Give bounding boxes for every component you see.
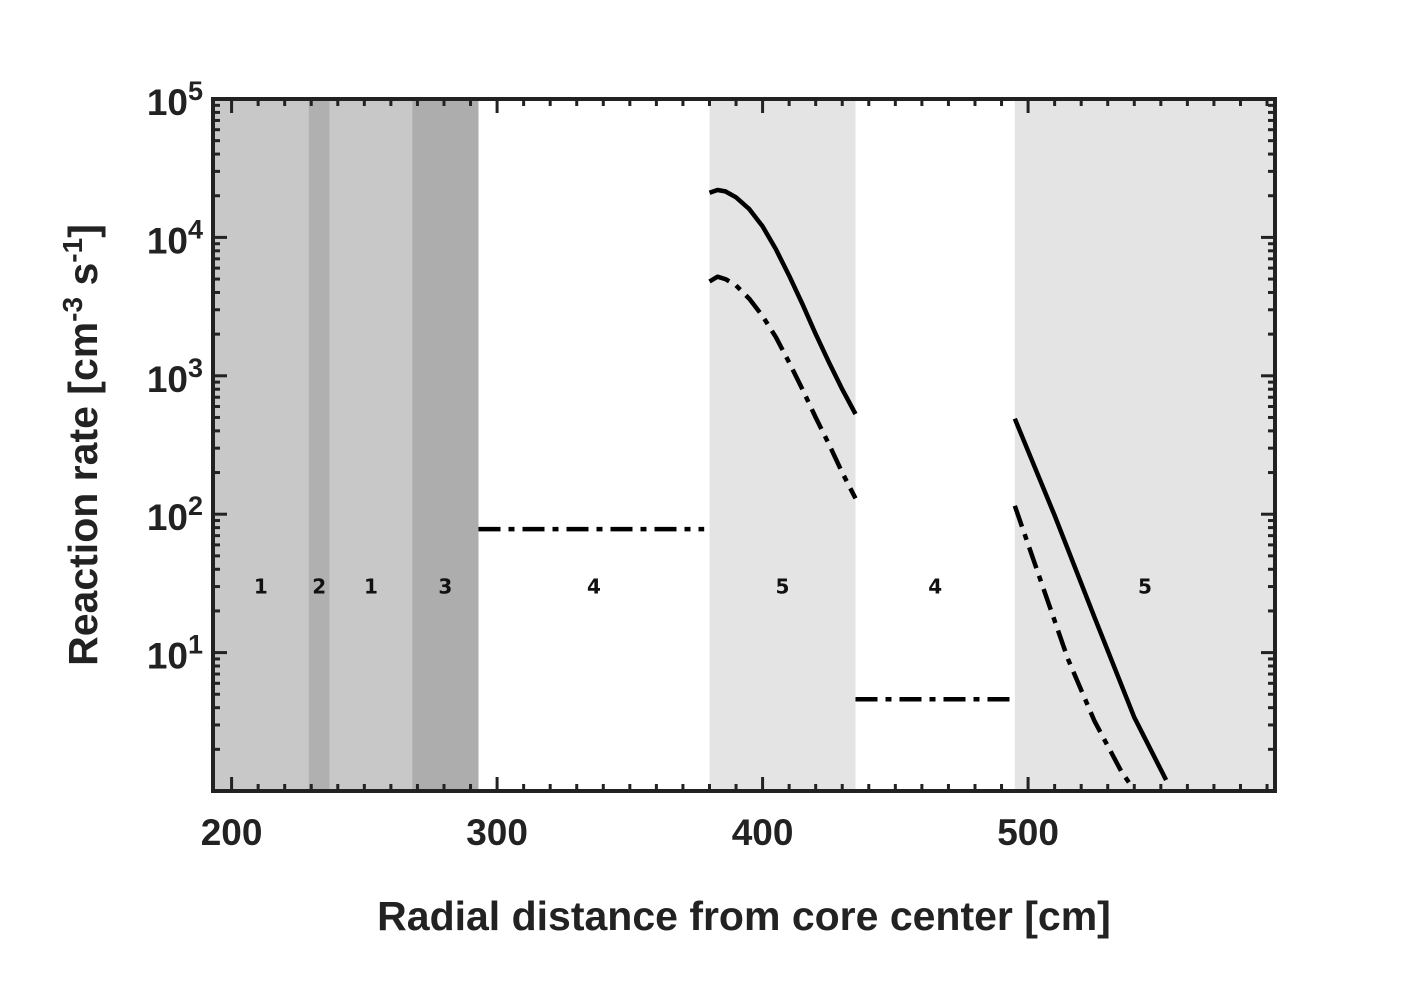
region-label-1: 1	[254, 575, 268, 599]
series-2-segment-4	[1012, 505, 1131, 784]
series-1-segment-1	[708, 187, 858, 416]
x-tick-label: 500	[997, 812, 1059, 853]
region-label-3: 1	[364, 575, 378, 599]
x-tick-label: 200	[201, 812, 263, 853]
y-tick-label: 103	[147, 353, 203, 400]
x-tick-label: 300	[466, 812, 528, 853]
y-axis-title-main: Reaction rate [cm	[60, 322, 106, 666]
region-band-6	[709, 99, 856, 791]
region-band-8	[1014, 99, 1275, 791]
x-axis-title: Radial distance from core center [cm]	[377, 893, 1111, 939]
x-tick-label: 400	[732, 812, 794, 853]
series-1-segment-2	[1012, 417, 1169, 782]
x-tick-labels: 200 300 400 500	[201, 812, 1059, 853]
y-tick-label: 102	[147, 491, 203, 538]
region-band-3	[329, 99, 413, 791]
y-tick-label: 101	[147, 630, 203, 677]
region-label-2: 2	[312, 575, 326, 599]
y-axis-title-exp1: -3	[57, 297, 88, 322]
region-band-2	[308, 99, 330, 791]
y-tick-labels: 101 102 103 104 105	[147, 76, 203, 677]
y-axis-title-end: ]	[60, 224, 106, 238]
region-band-4	[412, 99, 479, 791]
y-axis-title: Reaction rate [cm-3 s-1]	[57, 224, 107, 666]
region-band-5	[478, 99, 710, 791]
region-band-1	[213, 99, 309, 791]
region-band-7	[855, 99, 1015, 791]
y-tick-label: 105	[147, 76, 203, 123]
regions-layer	[213, 99, 1275, 791]
region-label-4: 3	[438, 575, 452, 599]
region-label-6: 5	[776, 575, 790, 599]
region-label-5: 4	[587, 575, 601, 599]
region-label-8: 5	[1138, 575, 1152, 599]
y-tick-label: 104	[147, 214, 203, 261]
series-2-segment-2	[708, 274, 858, 500]
region-label-7: 4	[928, 575, 942, 599]
series-layer	[478, 187, 1169, 784]
plot-frame	[211, 97, 1277, 793]
y-axis-title-exp2: -1	[57, 238, 88, 263]
region-labels-layer: 1 2 1 3 4 5 4 5	[254, 575, 1152, 599]
y-axis-title-mid: s	[60, 263, 106, 297]
